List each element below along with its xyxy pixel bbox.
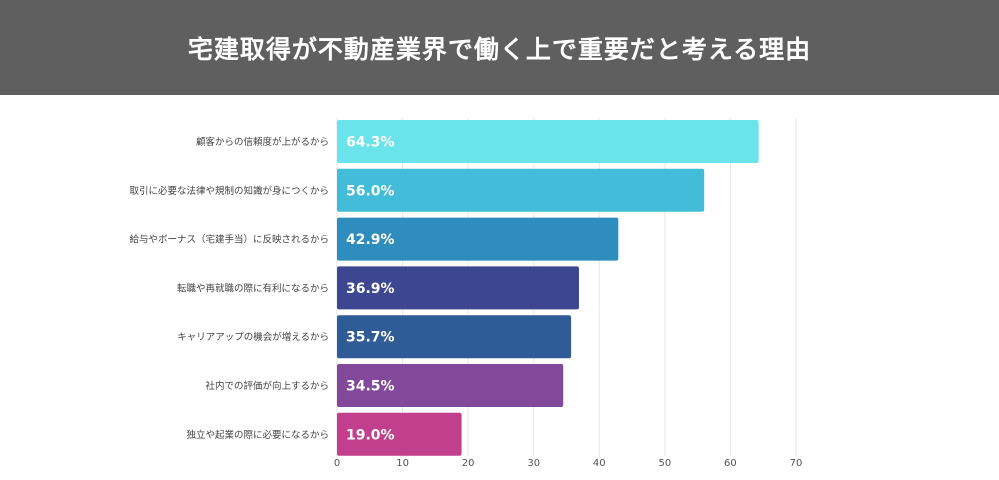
bar xyxy=(337,412,462,456)
chart-title-banner: 宅建取得が不動産業界で働く上で重要だと考える理由 xyxy=(0,0,999,95)
x-tick-label: 70 xyxy=(790,458,803,469)
bar xyxy=(337,217,619,261)
data-label: 35.7% xyxy=(346,330,395,346)
bar xyxy=(337,120,759,163)
bar xyxy=(337,364,564,407)
category-label: 社内での評価が向上するから xyxy=(205,380,329,392)
data-label: 19.0% xyxy=(346,427,395,443)
data-label: 56.0% xyxy=(346,183,395,199)
data-label: 36.9% xyxy=(346,281,395,297)
x-tick-label: 0 xyxy=(334,458,340,469)
bar-chart: 0 10 20 30 40 50 60 70 顧客からの信頼度が上がるから 64.3% 取引に必要な… xyxy=(129,118,803,469)
bar xyxy=(337,315,572,359)
category-label: 顧客からの信頼度が上がるから xyxy=(196,136,329,148)
category-label: 転職や再就職の際に有利になるから xyxy=(177,282,329,294)
x-tick-label: 50 xyxy=(658,458,671,469)
x-tick-label: 30 xyxy=(527,458,540,469)
bar xyxy=(337,266,579,310)
x-tick-label: 60 xyxy=(724,458,737,469)
chart-title: 宅建取得が不動産業界で働く上で重要だと考える理由 xyxy=(187,34,812,64)
x-tick-label: 10 xyxy=(396,458,409,469)
x-tick-label: 40 xyxy=(593,458,606,469)
bar xyxy=(337,168,705,212)
category-label: キャリアアップの機会が増えるから xyxy=(177,331,329,343)
x-tick-label: 20 xyxy=(462,458,475,469)
category-label: 独立や起業の際に必要になるから xyxy=(186,429,329,441)
category-label: 給与やボーナス（宅建手当）に反映されるから xyxy=(129,234,329,246)
category-label: 取引に必要な法律や規制の知識が身につくから xyxy=(129,185,329,197)
data-label: 42.9% xyxy=(346,232,395,248)
data-label: 34.5% xyxy=(346,379,395,395)
data-label: 64.3% xyxy=(346,135,395,151)
